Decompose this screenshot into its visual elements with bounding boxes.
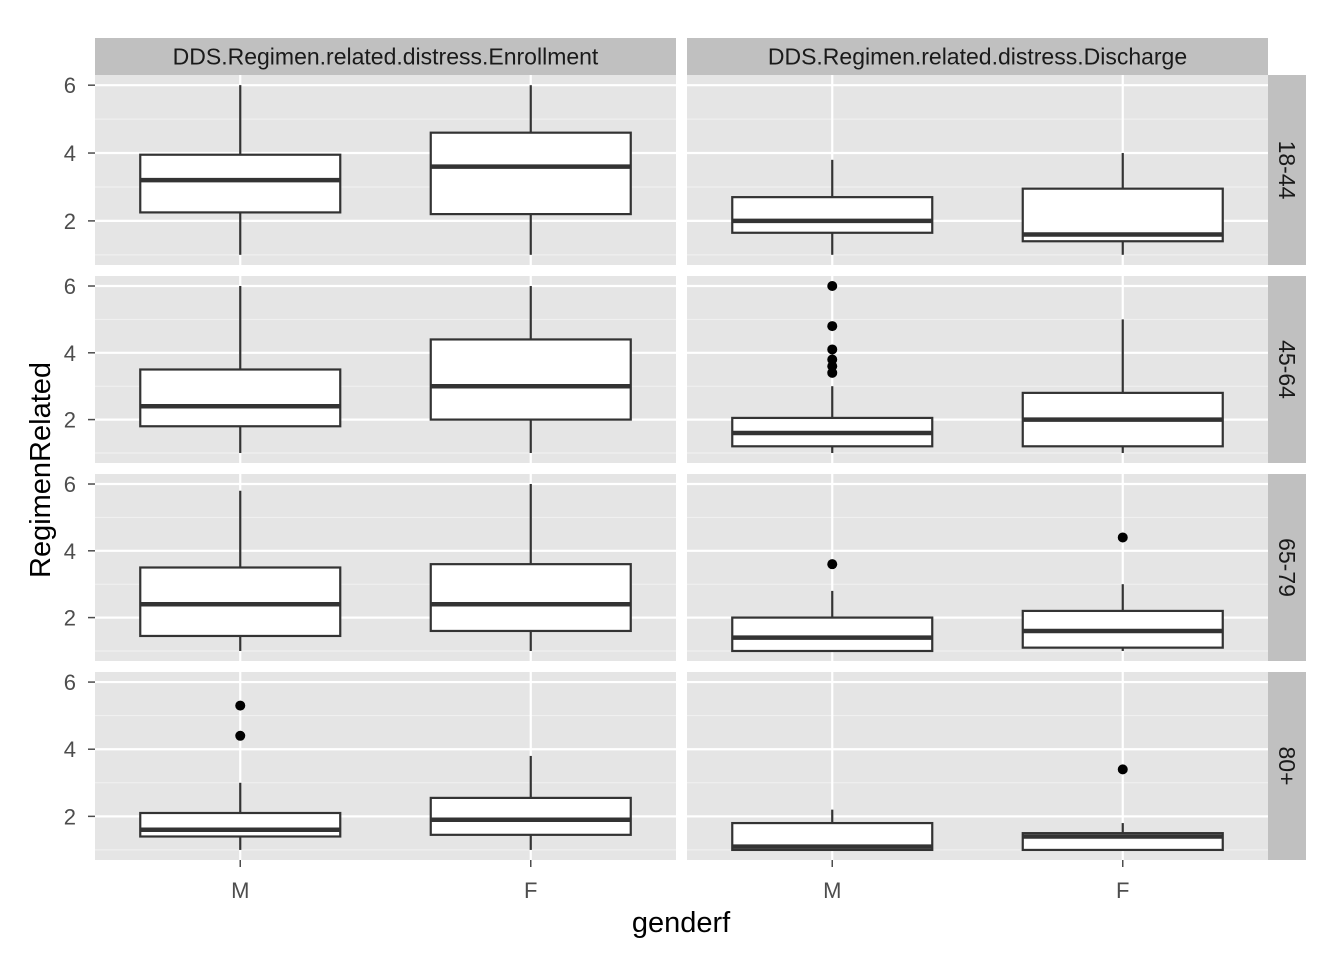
box	[139, 566, 342, 638]
outlier-point	[827, 281, 838, 292]
column-strip-label: DDS.Regimen.related.distress.Discharge	[768, 44, 1187, 70]
box	[731, 196, 934, 234]
strips-layer: DDS.Regimen.related.distress.Enrollment D…	[95, 38, 1306, 860]
y-axis-title: RegimenRelated	[25, 362, 57, 578]
row-strip	[1268, 75, 1306, 265]
column-strip	[687, 38, 1268, 75]
row-strip-label: 80+	[1274, 746, 1300, 785]
box	[429, 796, 632, 836]
panel	[687, 75, 1268, 265]
y-tick-label: 4	[64, 737, 76, 762]
box	[429, 563, 632, 633]
outlier-point	[1117, 764, 1128, 775]
box	[139, 153, 342, 214]
box	[731, 616, 934, 653]
y-tick-label: 4	[64, 141, 76, 166]
row-strip	[1268, 276, 1306, 463]
box	[429, 338, 632, 421]
x-axis-title: genderf	[632, 907, 731, 939]
row-strip	[1268, 672, 1306, 860]
panel	[95, 672, 676, 860]
outlier-point	[1117, 532, 1128, 543]
y-axis: 2 4 6 2 4 6 2 4 6 2 4 6	[64, 73, 95, 829]
panel	[687, 276, 1268, 463]
panel	[95, 276, 676, 463]
y-tick-label: 6	[64, 73, 76, 98]
outlier-point	[827, 321, 838, 332]
outlier-point	[827, 559, 838, 570]
box	[139, 368, 342, 428]
x-tick-label: F	[1116, 878, 1129, 903]
outlier-point	[235, 700, 246, 711]
y-tick-label: 6	[64, 274, 76, 299]
column-strip-label: DDS.Regimen.related.distress.Enrollment	[173, 44, 599, 70]
row-strip	[1268, 474, 1306, 661]
x-tick-label: M	[231, 878, 249, 903]
x-tick-label: M	[823, 878, 841, 903]
outlier-point	[235, 730, 246, 741]
row-strip-label: 65-79	[1274, 538, 1300, 597]
y-tick-label: 4	[64, 341, 76, 366]
panel	[95, 75, 676, 265]
panel	[687, 474, 1268, 661]
y-tick-label: 2	[64, 606, 76, 631]
box	[139, 811, 342, 838]
panels-layer	[95, 75, 1268, 860]
y-tick-label: 6	[64, 472, 76, 497]
x-tick-label: F	[524, 878, 537, 903]
row-strip-label: 18-44	[1274, 141, 1300, 200]
panel	[95, 474, 676, 661]
panel	[687, 672, 1268, 860]
outlier-point	[827, 354, 838, 365]
y-tick-label: 6	[64, 670, 76, 695]
y-tick-label: 2	[64, 209, 76, 234]
row-strip-label: 45-64	[1274, 340, 1300, 399]
box	[429, 131, 632, 216]
column-strip	[95, 38, 676, 75]
y-tick-label: 2	[64, 408, 76, 433]
y-tick-label: 4	[64, 539, 76, 564]
outlier-point	[827, 344, 838, 355]
y-tick-label: 2	[64, 804, 76, 829]
